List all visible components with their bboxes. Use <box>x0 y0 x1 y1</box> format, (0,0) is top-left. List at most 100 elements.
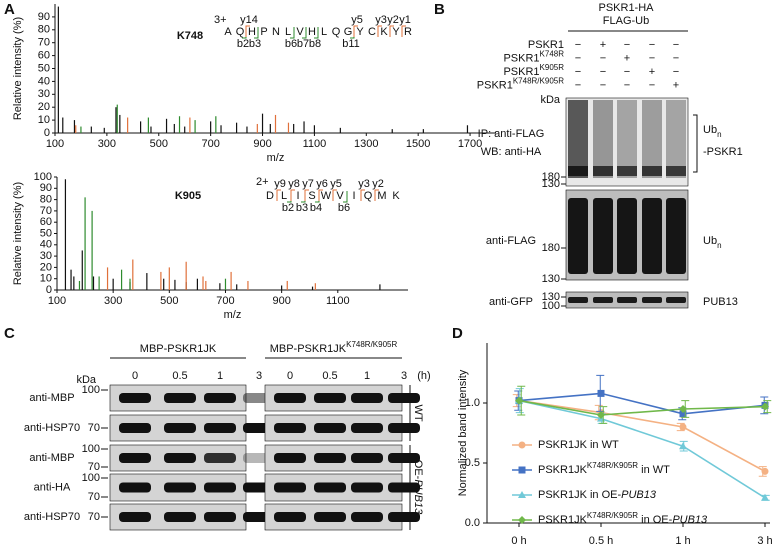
band <box>617 166 637 176</box>
band <box>204 393 236 403</box>
row-label: anti-HSP70 <box>24 422 80 434</box>
y-ion-bracket <box>353 25 358 37</box>
series-line <box>518 399 766 416</box>
sign: − <box>600 66 606 78</box>
y-ion-label: y1 <box>399 14 411 26</box>
band <box>351 482 383 493</box>
legend-marker <box>518 466 526 474</box>
residue: P <box>260 26 267 38</box>
band <box>568 297 588 303</box>
kda-marker: 100 <box>82 443 100 455</box>
charge: 3+ <box>214 14 227 26</box>
blot-label-right-part: n <box>717 241 721 250</box>
construct-label-part: PSKR1 <box>503 66 539 78</box>
residue: K <box>380 26 388 38</box>
residue: L <box>281 190 287 202</box>
kda-marker: 130 <box>542 291 560 303</box>
construct-label-part: K748R/K905R <box>513 76 564 85</box>
band <box>666 198 686 274</box>
series-line <box>518 399 766 499</box>
x-tick-label: 3 h <box>757 535 772 546</box>
group-label: WT <box>412 404 424 421</box>
residue: R <box>404 26 412 38</box>
residue: Q <box>364 190 373 202</box>
time-label: 0.5 <box>172 370 187 382</box>
band <box>388 512 420 522</box>
band-smear <box>666 100 686 178</box>
blot-label-right: Ubn <box>703 124 722 139</box>
y-ion-bracket <box>401 25 406 37</box>
band <box>274 512 306 522</box>
sign: + <box>649 66 655 78</box>
construct-label-part: PSKR1 <box>528 39 564 51</box>
kda-marker: 100 <box>82 472 100 484</box>
b-ion-label: b4 <box>310 202 322 214</box>
y-ion-label: y2 <box>372 178 384 190</box>
x-tick-label: 1100 <box>326 295 350 307</box>
band <box>388 482 420 493</box>
residue: A <box>224 26 232 38</box>
series-line <box>518 399 766 473</box>
band <box>642 297 662 303</box>
time-label: 1 <box>364 370 370 382</box>
b-ion-label: b3 <box>249 38 261 50</box>
y-ion-bracket <box>332 189 337 201</box>
x-tick-label: 700 <box>216 295 234 307</box>
axis <box>54 4 496 134</box>
y-tick-label: 1.0 <box>465 397 480 409</box>
y-tick-label: 10 <box>40 273 52 285</box>
y-tick-label: 50 <box>38 62 50 74</box>
band <box>388 453 420 463</box>
band <box>314 393 346 403</box>
kda-label: kDa <box>76 374 96 386</box>
kda-marker: 180 <box>542 171 560 183</box>
legend-marker <box>518 516 526 524</box>
series-line <box>518 392 766 415</box>
band <box>388 393 420 403</box>
band <box>642 166 662 176</box>
legend-entry-part: K748R/K905R <box>587 461 638 470</box>
sign: − <box>600 79 606 91</box>
b-ion-label: b6 <box>338 202 350 214</box>
row-label: anti-MBP <box>29 392 74 404</box>
y-ion-label: y5 <box>330 178 342 190</box>
residue: N <box>272 26 280 38</box>
panel-label: B <box>434 1 445 18</box>
b-ion-bracket <box>301 191 306 203</box>
column-header-part: MBP-PSKR1JK <box>270 343 347 355</box>
y-tick-label: 10 <box>38 114 50 126</box>
b-ion-label: b8 <box>309 38 321 50</box>
legend-entry-part: PUB13 <box>621 489 657 501</box>
residue: K <box>392 190 400 202</box>
blot-label-right: Ubn <box>703 235 722 250</box>
time-label: 0 <box>287 370 293 382</box>
kda-marker: 130 <box>542 178 560 190</box>
legend-entry-part: PSKR1JK in OE- <box>538 489 621 501</box>
y-ion-label: y14 <box>240 14 258 26</box>
band <box>204 482 236 493</box>
band <box>164 482 196 493</box>
bracket <box>693 114 698 173</box>
residue: V <box>336 190 344 202</box>
y-tick-label: 20 <box>38 101 50 113</box>
kda-marker: 70 <box>88 461 100 473</box>
legend-entry-part: PSKR1JK in WT <box>538 439 619 451</box>
y-tick-label: 0 <box>44 127 50 139</box>
y-ion-bracket <box>290 189 295 201</box>
kda-marker: 100 <box>82 384 100 396</box>
blot-label-right: PUB13 <box>703 296 738 308</box>
x-tick-label: 300 <box>98 138 116 150</box>
legend-entry-part: PUB13 <box>672 514 708 526</box>
b-ion-label: b11 <box>342 38 360 50</box>
residue: C <box>368 26 376 38</box>
y-ion-label: y3 <box>375 14 387 26</box>
y-tick-label: 90 <box>38 11 50 23</box>
column-header: MBP-PSKR1JK <box>140 343 217 355</box>
y-tick-label: 70 <box>38 37 50 49</box>
blot-label: WB: anti-HA <box>481 146 542 158</box>
group-label-part: WT <box>412 404 424 421</box>
time-label: 0.5 <box>322 370 337 382</box>
b-ion-bracket <box>314 27 319 39</box>
y-ion-bracket <box>389 25 394 37</box>
